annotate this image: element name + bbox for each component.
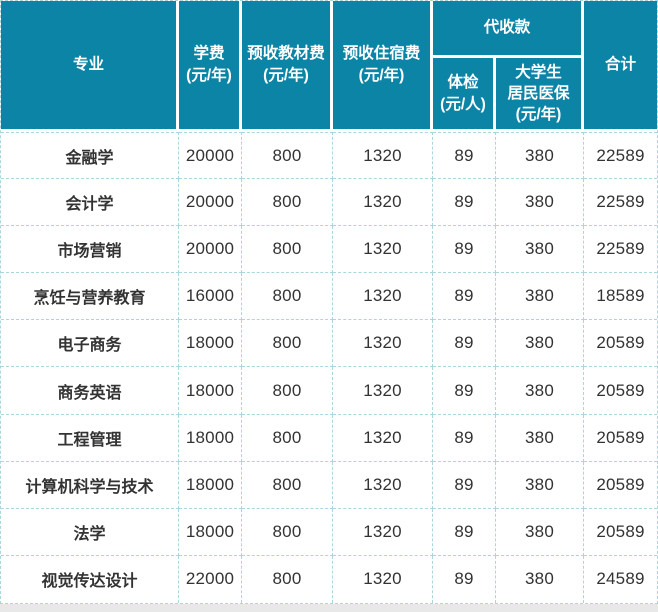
header-cell-total: 合计 bbox=[584, 1, 657, 132]
cell-insurance: 380 bbox=[496, 461, 584, 509]
cell-tuition: 18000 bbox=[179, 320, 242, 368]
cell-total: 20589 bbox=[584, 508, 657, 556]
header-cell-physical-exam: 体检 (元/人) bbox=[433, 58, 496, 132]
cell-total: 18589 bbox=[584, 273, 657, 321]
header-cell-tuition: 学费 (元/年) bbox=[179, 1, 242, 132]
header-line: 预收教材费 bbox=[247, 45, 325, 62]
cell-physical: 89 bbox=[433, 226, 496, 274]
cell-textbook: 800 bbox=[242, 414, 333, 462]
cell-accommodation: 1320 bbox=[333, 508, 433, 556]
header-line: 学费 bbox=[193, 45, 225, 62]
cell-insurance: 380 bbox=[496, 320, 584, 368]
cell-major: 烹饪与营养教育 bbox=[1, 273, 179, 321]
cell-tuition: 18000 bbox=[179, 461, 242, 509]
cell-accommodation: 1320 bbox=[333, 555, 433, 603]
cell-tuition: 22000 bbox=[179, 555, 242, 603]
cell-tuition: 18000 bbox=[179, 414, 242, 462]
cell-total: 20589 bbox=[584, 414, 657, 462]
cell-tuition: 20000 bbox=[179, 226, 242, 274]
cell-total: 22589 bbox=[584, 179, 657, 227]
cell-accommodation: 1320 bbox=[333, 367, 433, 415]
cell-insurance: 380 bbox=[496, 273, 584, 321]
cell-textbook: 800 bbox=[242, 555, 333, 603]
header-cell-textbook-fee: 预收教材费 (元/年) bbox=[242, 1, 333, 132]
header-line: (元/人) bbox=[440, 95, 486, 113]
cell-tuition: 20000 bbox=[179, 179, 242, 227]
cell-insurance: 380 bbox=[496, 414, 584, 462]
cell-total: 22589 bbox=[584, 132, 657, 180]
cell-physical: 89 bbox=[433, 179, 496, 227]
cell-accommodation: 1320 bbox=[333, 461, 433, 509]
cell-textbook: 800 bbox=[242, 320, 333, 368]
cell-physical: 89 bbox=[433, 414, 496, 462]
cell-insurance: 380 bbox=[496, 367, 584, 415]
cell-major: 电子商务 bbox=[1, 320, 179, 368]
cell-total: 22589 bbox=[584, 226, 657, 274]
cell-textbook: 800 bbox=[242, 179, 333, 227]
cell-accommodation: 1320 bbox=[333, 414, 433, 462]
cell-total: 24589 bbox=[584, 555, 657, 603]
header-line: (元/年) bbox=[263, 67, 309, 84]
cell-physical: 89 bbox=[433, 367, 496, 415]
cell-tuition: 20000 bbox=[179, 132, 242, 180]
cell-accommodation: 1320 bbox=[333, 273, 433, 321]
cell-major: 视觉传达设计 bbox=[1, 555, 179, 603]
header-cell-accommodation-fee: 预收住宿费 (元/年) bbox=[333, 1, 433, 132]
cell-tuition: 18000 bbox=[179, 367, 242, 415]
cell-tuition: 18000 bbox=[179, 508, 242, 556]
cell-major: 计算机科学与技术 bbox=[1, 461, 179, 509]
header-line: 大学生 bbox=[515, 64, 562, 81]
header-line: 预收住宿费 bbox=[342, 45, 421, 62]
cell-textbook: 800 bbox=[242, 273, 333, 321]
cell-physical: 89 bbox=[433, 555, 496, 603]
cell-major: 会计学 bbox=[1, 179, 179, 227]
cell-accommodation: 1320 bbox=[333, 179, 433, 227]
cell-textbook: 800 bbox=[242, 461, 333, 509]
cell-physical: 89 bbox=[433, 508, 496, 556]
cell-physical: 89 bbox=[433, 273, 496, 321]
header-line: 代收款 bbox=[483, 19, 531, 36]
cell-textbook: 800 bbox=[242, 508, 333, 556]
cell-physical: 89 bbox=[433, 320, 496, 368]
cell-textbook: 800 bbox=[242, 132, 333, 180]
cell-major: 金融学 bbox=[1, 132, 179, 180]
cell-major: 商务英语 bbox=[1, 367, 179, 415]
header-line: (元/年) bbox=[186, 67, 232, 84]
header-line: (元/年) bbox=[515, 106, 562, 123]
header-cell-student-insurance: 大学生 居民医保 (元/年) bbox=[496, 58, 584, 132]
cell-physical: 89 bbox=[433, 132, 496, 180]
cell-insurance: 380 bbox=[496, 179, 584, 227]
cell-major: 市场营销 bbox=[1, 226, 179, 274]
cell-insurance: 380 bbox=[496, 555, 584, 603]
header-line: 居民医保 bbox=[507, 85, 570, 102]
cell-tuition: 16000 bbox=[179, 273, 242, 321]
cell-insurance: 380 bbox=[496, 226, 584, 274]
header-line: 专业 bbox=[72, 56, 104, 73]
cell-physical: 89 bbox=[433, 461, 496, 509]
header-line: (元/年) bbox=[358, 67, 405, 84]
cell-insurance: 380 bbox=[496, 132, 584, 180]
cell-total: 20589 bbox=[584, 461, 657, 509]
bottom-strip bbox=[0, 604, 658, 612]
cell-accommodation: 1320 bbox=[333, 132, 433, 180]
header-line: 合计 bbox=[604, 56, 636, 73]
header-cell-major: 专业 bbox=[1, 1, 179, 132]
header-cell-collection: 代收款 bbox=[433, 1, 584, 58]
cell-textbook: 800 bbox=[242, 226, 333, 274]
cell-total: 20589 bbox=[584, 367, 657, 415]
cell-insurance: 380 bbox=[496, 508, 584, 556]
cell-major: 法学 bbox=[1, 508, 179, 556]
cell-accommodation: 1320 bbox=[333, 226, 433, 274]
cell-total: 20589 bbox=[584, 320, 657, 368]
cell-textbook: 800 bbox=[242, 367, 333, 415]
cell-major: 工程管理 bbox=[1, 414, 179, 462]
header-line: 体检 bbox=[447, 73, 479, 91]
cell-accommodation: 1320 bbox=[333, 320, 433, 368]
